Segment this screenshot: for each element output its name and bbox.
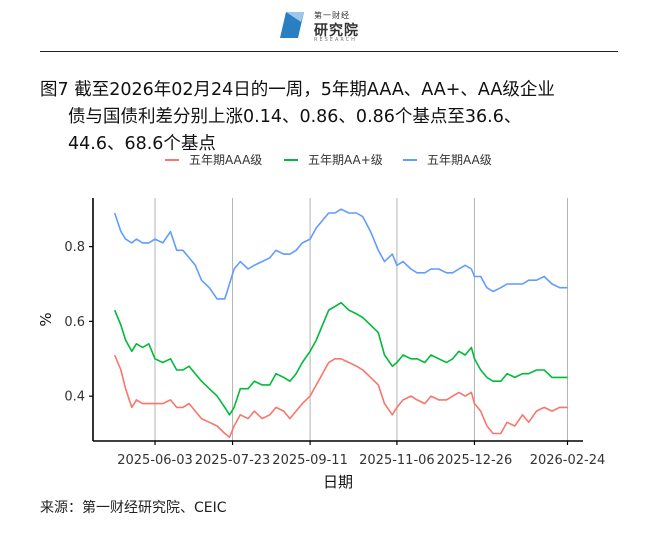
- x-axis-title: 日期: [323, 473, 353, 491]
- figure-title: 图7 截至2026年02月24日的一周，5年期AAA、AA+、AA级企业 债与国…: [40, 77, 600, 158]
- x-tick-label-2: 2025-09-11: [272, 453, 348, 468]
- x-tick-label-5: 2026-02-24: [530, 453, 606, 468]
- legend-label-2: 五年期AA级: [427, 153, 492, 167]
- brand-logo-main-text: 研究院: [314, 23, 359, 39]
- y-tick-label-1: 0.6: [64, 315, 85, 330]
- x-tick-label-4: 2025-12-26: [437, 453, 513, 468]
- y-tick-label-0: 0.4: [64, 390, 85, 405]
- brand-logo-icon: [280, 12, 304, 38]
- source-note: 来源：第一财经研究院、CEIC: [40, 500, 227, 516]
- brand-logo: 第一财经 研究院 RESEARCH: [276, 6, 386, 46]
- brand-logo-small-text: 第一财经: [314, 11, 350, 20]
- x-tick-label-3: 2025-11-06: [359, 453, 435, 468]
- series-line-0: [113, 354, 568, 439]
- header-divider: [40, 51, 618, 52]
- figure-title-line-3: 44.6、68.6个基点: [68, 134, 216, 154]
- brand-logo-en-text: RESEARCH: [314, 37, 357, 43]
- figure-title-line-2: 债与国债利差分别上涨0.14、0.86、0.86个基点至36.6、: [68, 107, 522, 127]
- x-tick-label-1: 2025-07-23: [195, 453, 271, 468]
- x-tick-label-0: 2025-06-03: [117, 453, 193, 468]
- figure-title-line-1: 图7 截至2026年02月24日的一周，5年期AAA、AA+、AA级企业: [40, 80, 555, 100]
- legend-label-0: 五年期AAA级: [189, 153, 262, 167]
- legend-label-1: 五年期AA+级: [308, 153, 383, 167]
- series-line-2: [113, 208, 568, 300]
- series-line-1: [113, 301, 568, 416]
- y-axis-title: %: [37, 312, 55, 326]
- y-tick-label-2: 0.8: [64, 240, 85, 255]
